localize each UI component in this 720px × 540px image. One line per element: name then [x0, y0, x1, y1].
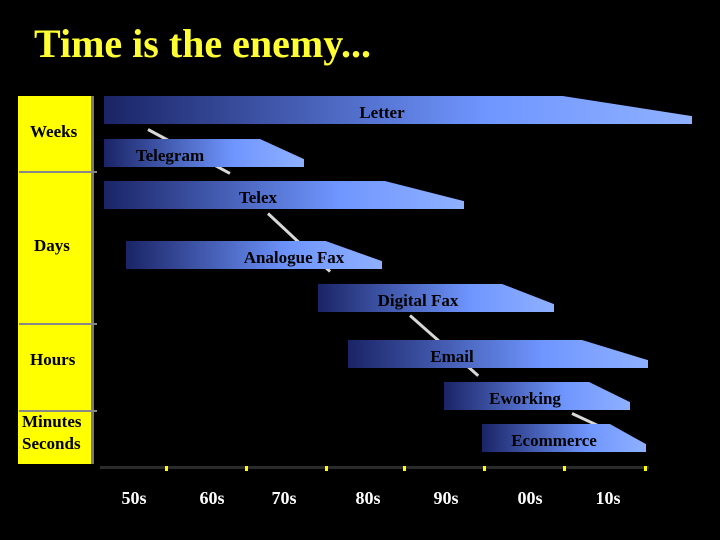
- bar-label-email: Email: [430, 347, 474, 366]
- bar-label-analogue-fax: Analogue Fax: [243, 248, 345, 267]
- bar-email: [348, 340, 648, 368]
- y-label-seconds: Seconds: [22, 434, 81, 453]
- bar-label-telex: Telex: [238, 188, 278, 207]
- bar-label-ecommerce: Ecommerce: [511, 431, 597, 450]
- decade-label-00s: 00s: [517, 488, 543, 508]
- bar-label-eworking: Eworking: [489, 389, 561, 408]
- y-label-hours: Hours: [30, 350, 76, 369]
- scale-divider-days-hours: [19, 323, 97, 325]
- bar-label-digital-fax: Digital Fax: [377, 291, 459, 310]
- axis-tick: [245, 466, 248, 471]
- bar-label-telegram: Telegram: [135, 146, 205, 165]
- decade-label-80s: 80s: [355, 488, 381, 508]
- timeline-baseline: [100, 466, 649, 469]
- axis-tick: [644, 466, 647, 471]
- scale-divider-hours-minutes: [19, 410, 97, 412]
- axis-tick: [165, 466, 168, 471]
- decade-label-60s: 60s: [199, 488, 225, 508]
- page-title: Time is the enemy...: [34, 21, 372, 66]
- bar-label-letter: Letter: [359, 103, 405, 122]
- time-scale-axis: Weeks Days Hours Minutes Seconds: [18, 96, 94, 464]
- y-label-weeks: Weeks: [30, 122, 78, 141]
- y-label-days: Days: [34, 236, 70, 255]
- decade-label-50s: 50s: [121, 488, 147, 508]
- axis-tick: [325, 466, 328, 471]
- axis-tick: [403, 466, 406, 471]
- scale-divider-weeks-days: [19, 171, 97, 173]
- decade-label-10s: 10s: [595, 488, 621, 508]
- y-label-minutes: Minutes: [22, 412, 82, 431]
- axis-tick: [483, 466, 486, 471]
- bar-telex: [104, 181, 464, 209]
- axis-tick: [563, 466, 566, 471]
- decade-label-70s: 70s: [271, 488, 297, 508]
- decade-label-90s: 90s: [433, 488, 459, 508]
